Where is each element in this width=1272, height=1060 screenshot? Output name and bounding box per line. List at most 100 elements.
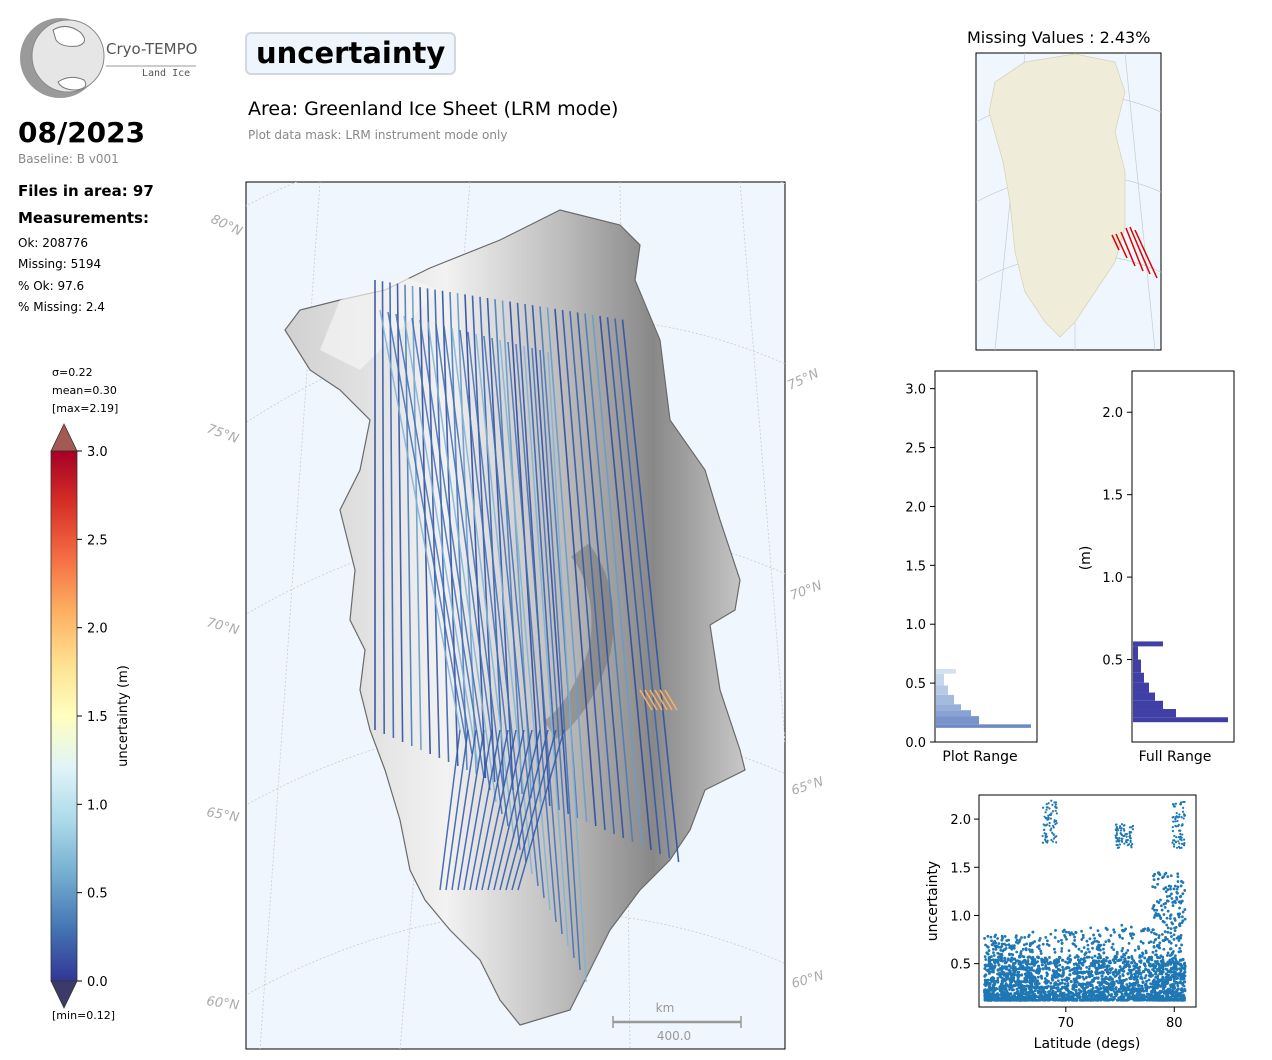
scatter-point xyxy=(1120,837,1123,840)
hist1-bar xyxy=(936,694,954,705)
ground-track xyxy=(395,313,473,755)
scatter-point xyxy=(1058,997,1062,1001)
scatter-point xyxy=(1093,954,1097,958)
hist2-tick: 1.0 xyxy=(1102,571,1123,586)
scatter-point xyxy=(1156,882,1160,886)
scatter-point xyxy=(1180,977,1185,981)
hist1-bar xyxy=(936,724,1031,728)
scatter-point xyxy=(1130,936,1134,940)
scatter-point xyxy=(1148,964,1153,968)
scatter-point xyxy=(1173,929,1177,932)
scatter-point xyxy=(1085,939,1089,943)
scatter-point xyxy=(1173,899,1177,903)
scatter-point xyxy=(1121,960,1125,965)
scatter-ytick: 0.5 xyxy=(950,958,971,973)
scatter-point xyxy=(1120,839,1123,842)
scatter-point xyxy=(1000,942,1004,946)
scatter-point xyxy=(1047,984,1050,988)
scatter-point xyxy=(1054,803,1057,806)
scatter-point xyxy=(1087,970,1091,974)
scatter-point xyxy=(1033,976,1037,981)
scatter-point xyxy=(1010,976,1014,980)
scatter-point xyxy=(1082,946,1086,950)
scatter-point xyxy=(999,982,1004,986)
scatter-point xyxy=(1046,839,1049,842)
scatter-point xyxy=(1157,936,1161,940)
scatter-point xyxy=(1141,980,1145,984)
scatter-point xyxy=(1044,835,1048,838)
scatter-point xyxy=(1013,965,1017,970)
scatter-point xyxy=(1172,805,1175,808)
scatter-point xyxy=(1014,935,1018,939)
stat-pct-missing: % Missing: 2.4 xyxy=(18,300,105,314)
scatter-point xyxy=(1079,966,1083,971)
scatter-point xyxy=(984,943,987,947)
scatter-point xyxy=(1082,989,1086,993)
scatter-point xyxy=(1036,945,1039,949)
ground-track xyxy=(403,315,479,767)
scatter-point xyxy=(1135,996,1139,1000)
scatter-point xyxy=(1017,940,1021,944)
scatter-point xyxy=(1134,976,1138,980)
scatter-point xyxy=(1053,820,1056,823)
scatter-point xyxy=(1174,995,1179,999)
scatter-point xyxy=(1091,946,1094,950)
scatter-point xyxy=(1080,949,1083,953)
scatter-point xyxy=(1118,836,1121,840)
scatter-point xyxy=(996,937,999,940)
scatter-point xyxy=(1098,934,1102,938)
scatter-point xyxy=(1065,984,1069,988)
scatter-point xyxy=(1068,969,1072,973)
scatter-point xyxy=(1078,998,1082,1002)
scatter-point xyxy=(1085,955,1090,959)
scatter-point xyxy=(1044,840,1048,843)
scatter-point xyxy=(1072,983,1076,987)
scatter-point xyxy=(1162,947,1166,951)
scatter-point xyxy=(1175,846,1179,849)
scatter-point xyxy=(1183,889,1187,892)
scatter-point xyxy=(1137,945,1140,949)
scatter-point xyxy=(993,939,997,943)
scatter-point xyxy=(1054,835,1057,839)
scatter-point xyxy=(1156,974,1160,978)
scatter-point xyxy=(1165,916,1169,920)
scatter-point xyxy=(1180,921,1184,925)
ground-track xyxy=(427,321,497,803)
scatter-point xyxy=(1175,811,1178,815)
scatter-point xyxy=(1179,901,1183,905)
ground-track xyxy=(419,319,491,791)
scatter-point xyxy=(1062,928,1066,932)
scatter-point xyxy=(1156,912,1160,916)
scatter-point xyxy=(1136,966,1140,970)
scatter-point xyxy=(1054,823,1057,826)
scatter-point xyxy=(1126,996,1130,1000)
scatter-point xyxy=(1161,975,1165,979)
scatter-point xyxy=(1162,875,1165,878)
hist1-tick: 1.0 xyxy=(905,618,926,633)
scatter-point xyxy=(1035,984,1039,988)
scatter-point xyxy=(1145,979,1149,983)
scatter-point xyxy=(1092,933,1095,937)
scatter-plot: 70 80 0.5 1.0 1.5 2.0 Latitude (degs) uncerta… xyxy=(925,794,1197,1052)
scatter-point xyxy=(1129,831,1133,834)
scatter-point xyxy=(1113,975,1117,978)
scatter-point xyxy=(1118,965,1122,968)
scatter-point xyxy=(1038,936,1042,940)
scatter-point xyxy=(1097,965,1101,970)
scatter-point xyxy=(1102,951,1106,955)
scatter-point xyxy=(1173,884,1177,888)
scatter-point xyxy=(1125,832,1128,836)
scatter-point xyxy=(1079,957,1083,961)
scatter-point xyxy=(1102,947,1105,951)
scatter-point xyxy=(1173,956,1176,960)
scatter-point xyxy=(1157,996,1161,1001)
hist2-tick: 0.5 xyxy=(1102,654,1123,669)
hist2-xlabel: Full Range xyxy=(1139,749,1212,765)
scatter-point xyxy=(1076,955,1080,959)
main-map: 80°N 75°N 70°N 65°N 60°N 75°N 70°N 65°N … xyxy=(205,181,826,1050)
scatter-point xyxy=(1170,892,1173,896)
scatter-point xyxy=(1065,993,1069,997)
scatter-point xyxy=(1120,923,1124,927)
scatter-point xyxy=(1014,940,1018,944)
scatter-point xyxy=(1080,929,1083,933)
